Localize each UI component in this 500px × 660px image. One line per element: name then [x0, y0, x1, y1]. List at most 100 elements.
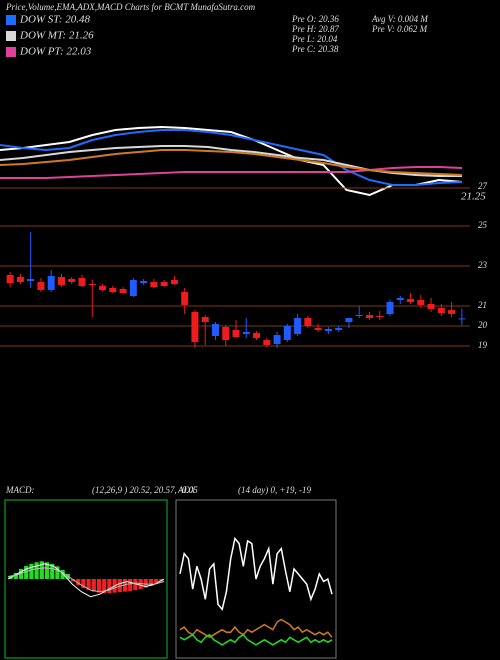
candle-body — [6, 275, 14, 283]
histogram-bar — [143, 579, 148, 588]
candle-body — [273, 335, 281, 344]
candle-body — [335, 328, 343, 330]
series-line — [179, 536, 333, 612]
annotation: 21.25 — [461, 191, 486, 203]
histogram-bar — [39, 561, 44, 579]
histogram-bar — [86, 579, 91, 591]
candle-body — [140, 281, 148, 283]
histogram-bar — [96, 579, 102, 593]
candle-body — [27, 279, 35, 281]
candle-body — [304, 318, 312, 326]
y-tick-label: 25 — [478, 220, 488, 230]
candle-body — [232, 330, 240, 337]
candle-body — [283, 326, 291, 340]
y-tick-label: 23 — [478, 260, 488, 270]
candle-body — [396, 298, 404, 300]
candle-body — [417, 300, 425, 305]
series-line — [0, 149, 463, 176]
histogram-bar — [138, 579, 143, 590]
stat-text: Pre V: 0.062 M — [371, 24, 428, 34]
candle-body — [170, 280, 178, 284]
legend-label: DOW MT: 21.26 — [19, 30, 94, 42]
candle-body — [407, 299, 415, 302]
histogram-bar — [34, 562, 39, 579]
histogram-bar — [70, 579, 76, 582]
adx-frame — [175, 499, 337, 659]
candle-body — [211, 324, 219, 336]
macd-frame — [4, 499, 168, 659]
candle-body — [263, 340, 271, 345]
histogram-bar — [29, 563, 34, 579]
candle-body — [181, 292, 189, 305]
candle-body — [88, 284, 96, 285]
legend-label: DOW ST: 20.48 — [19, 14, 90, 26]
histogram-bar — [13, 572, 18, 579]
histogram-bar — [122, 579, 128, 592]
histogram-bar — [102, 579, 107, 594]
series-line — [0, 166, 463, 179]
histogram-bar — [133, 579, 138, 591]
series-line — [7, 563, 165, 598]
candle-body — [99, 286, 107, 290]
adx-subtitle: (14 day) 0, +19, -19 — [238, 485, 312, 495]
candle-body — [191, 312, 199, 342]
candle-body — [355, 315, 363, 316]
candle-body — [242, 332, 250, 334]
histogram-bar — [91, 579, 96, 592]
candle-body — [109, 288, 117, 292]
candle-body — [129, 280, 137, 296]
histogram-bar — [148, 579, 154, 587]
candle-body — [47, 276, 55, 290]
stat-text: Pre C: 20.38 — [291, 44, 339, 54]
candle-body — [376, 316, 384, 317]
legend-label: DOW PT: 22.03 — [19, 46, 92, 58]
candle-body — [150, 282, 158, 287]
candle-body — [78, 278, 86, 286]
candle-body — [314, 328, 322, 330]
adx-title: ADX — [177, 485, 196, 495]
candle-body — [294, 318, 302, 334]
legend-swatch — [6, 31, 16, 41]
candle-body — [345, 318, 353, 322]
candle-body — [16, 277, 24, 282]
histogram-bar — [107, 579, 112, 594]
stat-text: Pre L: 20.04 — [291, 34, 338, 44]
histogram-bar — [44, 562, 50, 579]
histogram-bar — [55, 566, 60, 579]
series-line — [0, 129, 463, 186]
stat-text: Avg V: 0.004 M — [371, 14, 428, 24]
y-tick-label: 21 — [478, 300, 487, 310]
histogram-bar — [50, 563, 55, 579]
stat-text: Pre O: 20.36 — [291, 14, 339, 24]
y-tick-label: 20 — [478, 320, 488, 330]
series-line — [179, 618, 333, 639]
stat-text: Pre H: 20.87 — [291, 24, 339, 34]
y-tick-label: 19 — [478, 340, 488, 350]
legend-swatch — [6, 15, 16, 25]
histogram-bar — [60, 569, 65, 579]
histogram-bar — [81, 579, 86, 589]
candle-body — [222, 327, 230, 340]
candle-body — [57, 277, 65, 285]
histogram-bar — [24, 565, 29, 579]
candle-body — [324, 329, 332, 331]
macd-title: MACD: — [5, 485, 35, 495]
candle-body — [119, 289, 127, 293]
histogram-bar — [117, 579, 122, 593]
macd-subtitle: (12,26,9 ) 20.52, 20.57, -0.05 — [92, 485, 198, 495]
histogram-bar — [154, 579, 159, 585]
chart-title: Price,Volume,EMA,ADX,MACD Charts for BCM… — [5, 2, 256, 12]
candle-body — [160, 282, 168, 286]
candle-body — [458, 318, 466, 320]
candle-body — [365, 315, 373, 318]
candle-body — [448, 310, 456, 314]
candle-body — [427, 304, 435, 309]
histogram-bar — [128, 579, 133, 592]
candle-body — [201, 317, 209, 322]
series-line — [7, 567, 165, 593]
legend-swatch — [6, 47, 16, 57]
histogram-bar — [76, 579, 81, 586]
